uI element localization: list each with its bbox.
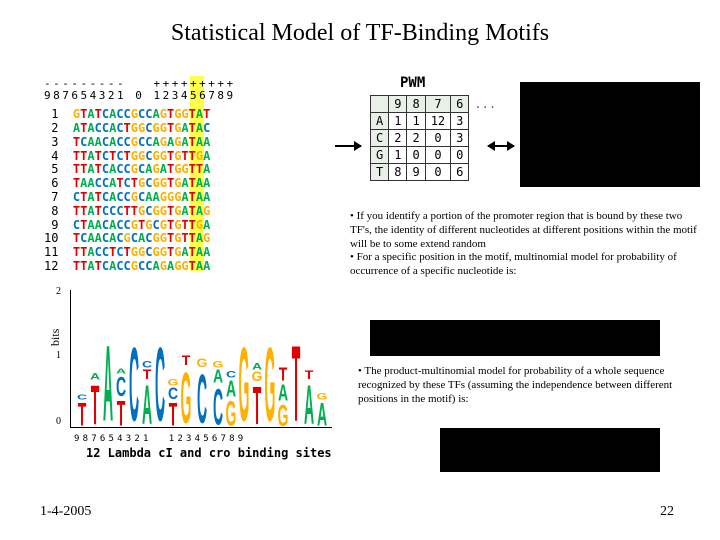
logo-column: C: [128, 338, 140, 428]
pwm-label: PWM: [400, 75, 425, 91]
pwm-col: 6: [451, 96, 469, 113]
pwm-dots: ...: [469, 96, 502, 113]
pwm-cell: 6: [451, 164, 469, 181]
logo-letter: A: [90, 375, 100, 380]
pwm-row-base: G: [371, 147, 389, 164]
pwm-cell: 0: [425, 147, 450, 164]
logo-letter: T: [143, 368, 152, 380]
logo-letter: C: [142, 363, 152, 368]
logo-xlabels: 987654321 123456789: [74, 434, 332, 444]
pwm-cell: 8: [389, 164, 407, 181]
logo-column: CAG: [212, 360, 224, 428]
logo-column: GAC: [225, 370, 237, 428]
logo-letter: T: [182, 354, 191, 366]
redacted-box: [370, 320, 660, 356]
logo-ytick: 1: [56, 350, 61, 361]
pwm-col: 9: [389, 96, 407, 113]
pwm-cell: 3: [451, 113, 469, 130]
logo-letter: C: [213, 267, 223, 428]
pwm-cell: 0: [451, 147, 469, 164]
seq-row: 7 CTATCACCGCAAGGGATAA: [44, 191, 334, 205]
logo-column: AG: [316, 392, 328, 428]
logo-ylabel: bits: [48, 329, 63, 346]
pwm-cell: 3: [451, 130, 469, 147]
logo-column: TCA: [115, 368, 127, 428]
seq-row: 3 TCAACACCGCCAGAGATAA: [44, 136, 334, 150]
pwm-col: 7: [425, 96, 450, 113]
pwm-cell: 9: [407, 164, 425, 181]
pwm-cell: 12: [425, 113, 450, 130]
logo-letter: T: [305, 372, 314, 380]
logo-column: ATC: [141, 360, 153, 428]
logo-column: GT: [180, 354, 192, 428]
sequence-logo: bits 2 1 0 TCTAATCACATCCTCGGTCGCAGGACGTG…: [46, 286, 338, 456]
seq-row: 8 TTATCCCTTGCGGTGATAG: [44, 205, 334, 219]
logo-letter: G: [197, 360, 208, 368]
seq-row: 11 TTACCTCTGGCGGTGATAA: [44, 246, 334, 260]
logo-column: G: [238, 338, 250, 428]
arrow-icon: [335, 145, 361, 147]
logo-column: T: [290, 336, 302, 428]
footer-date: 1-4-2005: [40, 504, 91, 520]
seq-row: 2 ATACCACTGGCGGTGATAC: [44, 122, 334, 136]
seq-row: 10 TCAACACGCACGGTGTTAG: [44, 232, 334, 246]
seq-row: 12 TTATCACCGCCAGAGGTAA: [44, 260, 334, 274]
logo-letter: G: [213, 363, 224, 368]
arrow-icon: [488, 145, 514, 147]
sequence-panel: --------- +++++++++ 987654321 0 12345678…: [44, 78, 334, 274]
logo-column: GAT: [277, 366, 289, 428]
logo-column: TCG: [167, 378, 179, 428]
pwm-cell: 2: [389, 130, 407, 147]
logo-column: AT: [303, 370, 315, 428]
bullet-text-1: • If you identify a portion of the promo…: [350, 210, 700, 279]
logo-letter: G: [317, 395, 328, 400]
logo-column: A: [102, 336, 114, 428]
logo-ytick: 2: [56, 286, 61, 297]
logo-letter: G: [168, 381, 179, 386]
logo-letter: C: [77, 397, 87, 400]
logo-column: TC: [76, 394, 88, 428]
logo-letter: T: [253, 252, 262, 428]
seq-row: 4 TTATCTCTGGCGGTGTTGA: [44, 150, 334, 164]
pwm-cell: 1: [389, 147, 407, 164]
bullet-text-2: • The product-multinomial model for prob…: [358, 365, 698, 406]
pos-header-nums: 987654321 0 123456789: [44, 90, 334, 102]
pwm-cell: 2: [407, 130, 425, 147]
logo-letter: G: [252, 370, 263, 382]
seq-row: 6 TAACCATCTGCGGTGATAA: [44, 177, 334, 191]
seq-row: 1 GTATCACCGCCAGTGGTAT: [44, 108, 334, 122]
pwm-row-base: T: [371, 164, 389, 181]
logo-column: TA: [89, 372, 101, 428]
pwm-cell: 1: [389, 113, 407, 130]
logo-ytick: 0: [56, 416, 61, 427]
logo-letter: A: [252, 365, 262, 370]
redacted-box: [520, 82, 700, 187]
pwm-cell: 0: [425, 130, 450, 147]
pwm-col: 8: [407, 96, 425, 113]
logo-column: G: [264, 338, 276, 428]
sequence-rows: 1 GTATCACCGCCAGTGGTAT 2 ATACCACTGGCGGTGA…: [44, 108, 334, 274]
pwm-cell: 0: [425, 164, 450, 181]
pwm-table: 9 8 7 6 ... A 11123 C 2203 G 1000 T 8906: [370, 95, 502, 181]
logo-column: C: [154, 338, 166, 428]
pwm-row-base: C: [371, 130, 389, 147]
logo-letter: C: [226, 373, 236, 378]
seq-row: 5 TTATCACCGCAGATGGTTA: [44, 163, 334, 177]
logo-letter: T: [279, 361, 288, 382]
pwm-cell: 1: [407, 113, 425, 130]
logo-letter: A: [116, 371, 126, 374]
logo-caption: 12 Lambda cI and cro binding sites: [86, 446, 332, 460]
redacted-box: [440, 428, 660, 472]
logo-column: CG: [196, 358, 208, 428]
seq-row: 9 CTAACACCGTGCGTGTTGA: [44, 219, 334, 233]
logo-column: TGA: [251, 362, 263, 428]
pwm-row-base: A: [371, 113, 389, 130]
logo-y-axis: [70, 290, 71, 428]
footer-page: 22: [660, 504, 674, 520]
pwm-cell: 0: [407, 147, 425, 164]
